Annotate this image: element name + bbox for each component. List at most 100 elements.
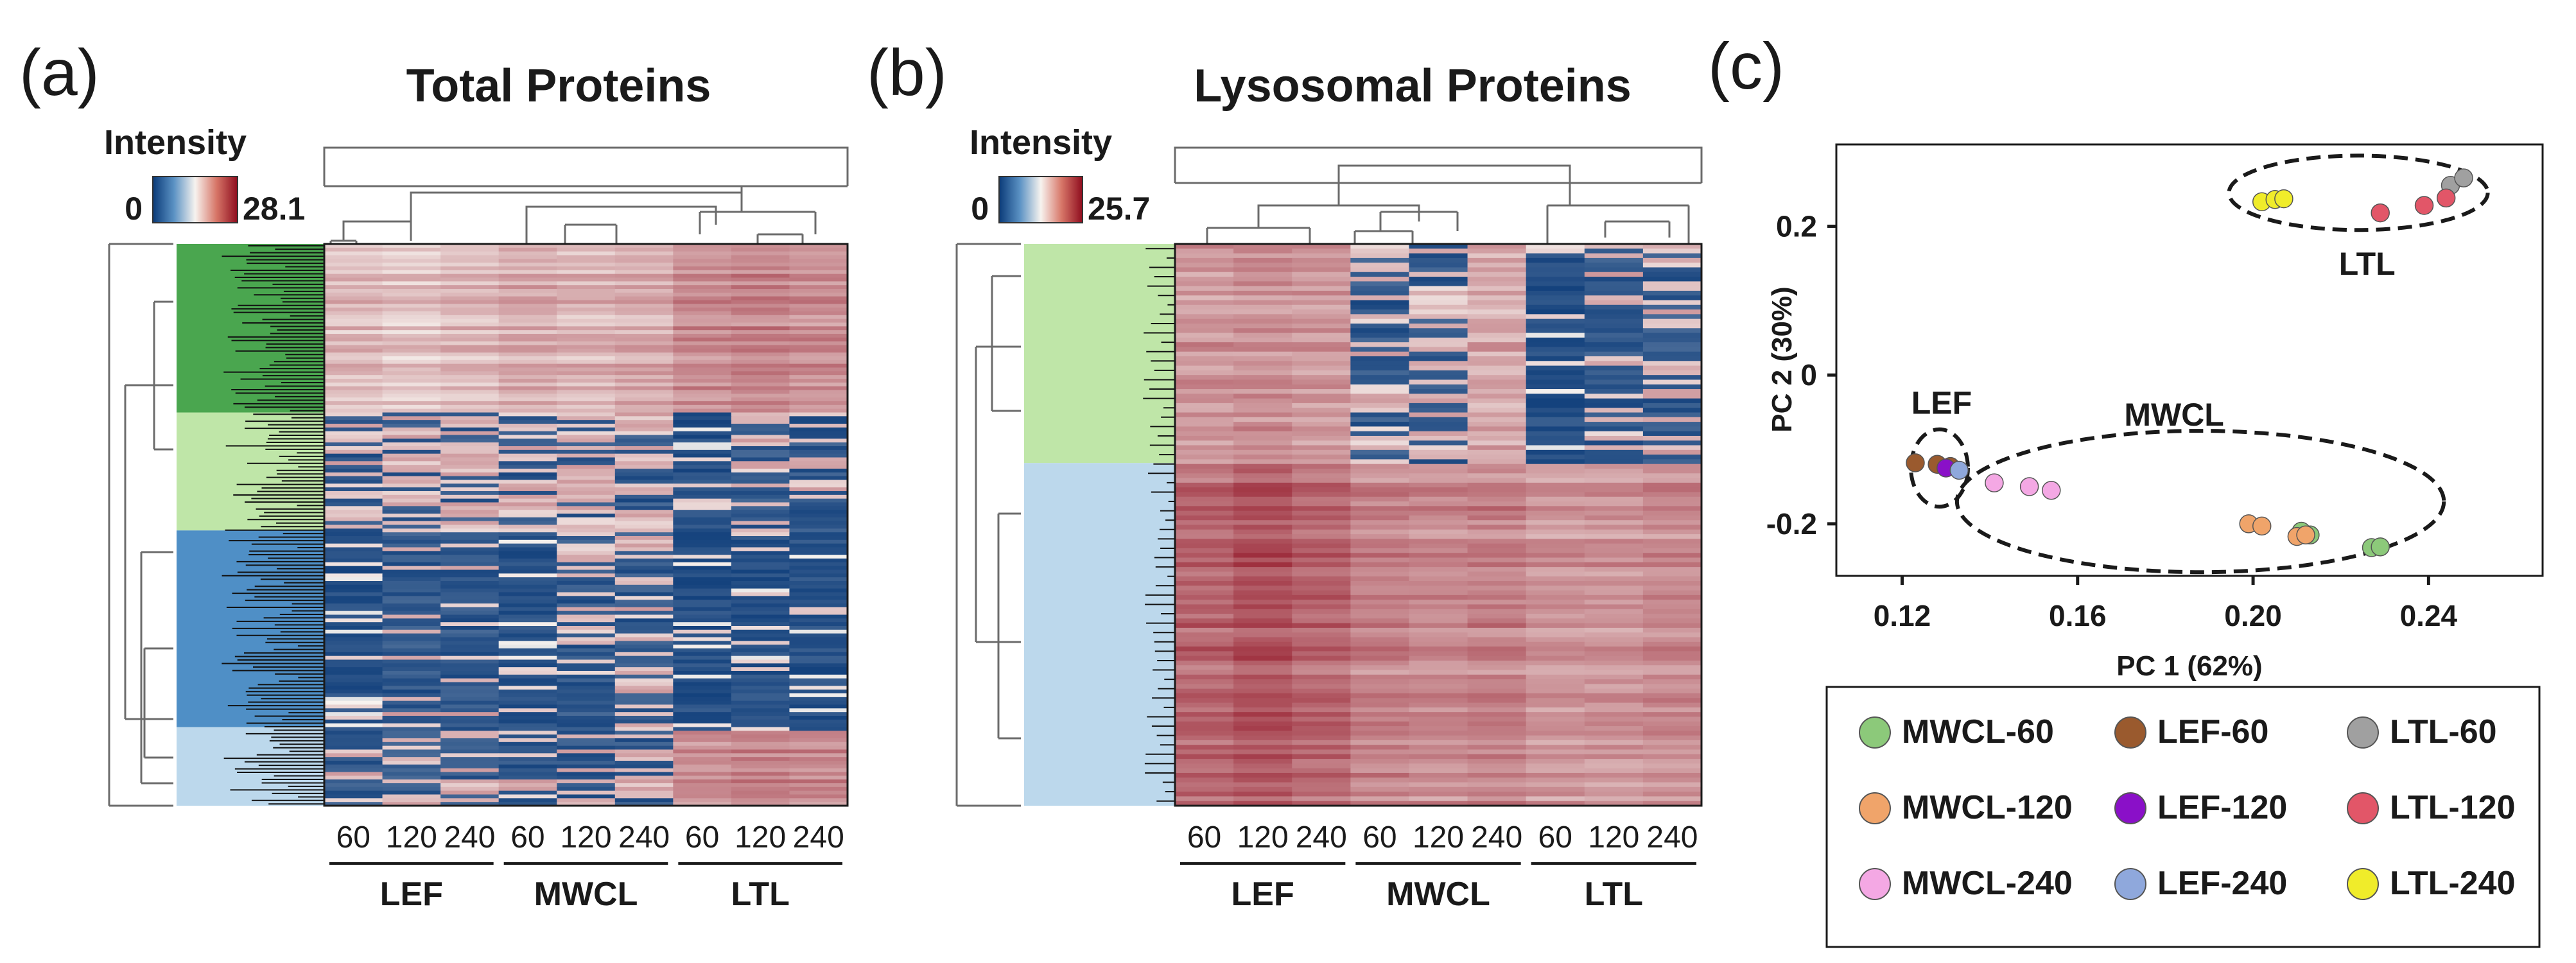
panel-a-heat-cell xyxy=(614,551,674,555)
panel-b-heat-cell xyxy=(1409,548,1468,553)
panel-a-heat-cell xyxy=(498,674,557,679)
panel-a-heat-cell xyxy=(324,461,383,465)
panel-a-heat-cell xyxy=(440,412,500,417)
panel-a-heat-cell xyxy=(614,476,674,481)
panel-a-heat-cell xyxy=(731,326,790,331)
panel-a-heat-cell xyxy=(324,349,383,353)
panel-b-heat-cell xyxy=(1233,248,1292,254)
panel-b-heat-cell xyxy=(1467,403,1527,408)
panel-b-heat-cell xyxy=(1233,539,1292,544)
pca-point-mwcl-60 xyxy=(2371,537,2390,557)
panel-b-heat-cell xyxy=(1292,594,1351,600)
panel-a-heat-cell xyxy=(324,371,383,376)
panel-b-heat-cell xyxy=(1233,487,1292,493)
panel-a-heat-cell xyxy=(731,255,790,259)
panel-a-heat-cell xyxy=(731,292,790,297)
panel-b-heat-cell xyxy=(1584,267,1644,273)
panel-a-heat-cell xyxy=(789,487,848,492)
panel-b-heat-cell xyxy=(1642,314,1702,320)
panel-a-heat-cell xyxy=(498,764,557,769)
panel-a-heat-cell xyxy=(382,360,441,365)
panel-b-heat-cell xyxy=(1584,590,1644,596)
panel-b-heat-cell xyxy=(1350,655,1410,661)
panel-b-heat-cell xyxy=(1350,553,1410,559)
panel-b-heat-cell xyxy=(1292,365,1351,371)
panel-a-heat-cell xyxy=(557,300,616,304)
panel-b-heat-cell xyxy=(1409,520,1468,526)
panel-b-heat-cell xyxy=(1584,759,1644,764)
panel-a-heat-cell xyxy=(557,360,616,365)
panel-b-heat-cell xyxy=(1642,679,1702,685)
panel-a-heat-cell xyxy=(324,483,383,488)
panel-a-heat-cell xyxy=(382,611,441,616)
legend-label-lef-60: LEF-60 xyxy=(2157,713,2268,750)
panel-b-heat-cell xyxy=(1175,435,1234,441)
panel-b-heat-cell xyxy=(1467,576,1527,582)
panel-b-heat-cell xyxy=(1467,506,1527,512)
panel-b-heat-cell xyxy=(1584,754,1644,759)
panel-b-heat-cell xyxy=(1409,459,1468,465)
panel-b-heat-cell xyxy=(1175,431,1234,437)
panel-a-heat-cell xyxy=(789,704,848,709)
panel-b-heat-cell xyxy=(1467,655,1527,661)
panel-b-heat-cell xyxy=(1350,379,1410,385)
panel-a-heat-cell xyxy=(382,345,441,349)
panel-b-heat-cell xyxy=(1292,389,1351,394)
panel-a-heat-cell xyxy=(673,334,732,338)
panel-b-heat-cell xyxy=(1350,394,1410,399)
panel-a-heat-cell xyxy=(673,547,732,551)
panel-a-heat-cell xyxy=(614,764,674,769)
panel-a-heat-cell xyxy=(614,700,674,706)
panel-a-heat-cell xyxy=(324,453,383,458)
panel-a-heat-cell xyxy=(324,652,383,657)
panel-a-heat-cell xyxy=(557,315,616,320)
panel-a-heat-cell xyxy=(498,678,557,683)
panel-a-heat-cell xyxy=(731,786,790,792)
panel-a-heat-cell xyxy=(498,263,557,267)
panel-a-heat-cell xyxy=(557,790,616,795)
panel-b-heat-cell xyxy=(1526,351,1585,357)
panel-b-heat-cell xyxy=(1175,637,1234,643)
panel-b-heat-cell xyxy=(1350,777,1410,783)
panel-a-heat-cell xyxy=(614,641,674,645)
panel-a-heat-cell xyxy=(614,716,674,720)
pca-x-tick-label: 0.12 xyxy=(1874,599,1931,632)
panel-a-heat-cell xyxy=(498,483,557,488)
panel-a-heat-cell xyxy=(498,318,557,324)
panel-b-heat-cell xyxy=(1467,244,1527,249)
panel-b-heat-cell xyxy=(1642,281,1702,287)
panel-a-heat-cell xyxy=(382,700,441,706)
panel-a-heat-cell xyxy=(557,547,616,551)
panel-b-heat-cell xyxy=(1467,469,1527,474)
panel-a-heat-cell xyxy=(731,491,790,496)
panel-a-heat-cell xyxy=(673,573,732,578)
legend-label-ltl-240: LTL-240 xyxy=(2390,865,2516,902)
panel-b-heat-cell xyxy=(1175,768,1234,774)
panel-b-heat-cell xyxy=(1175,257,1234,263)
panel-b-heat-cell xyxy=(1175,646,1234,652)
panel-a-heat-cell xyxy=(731,281,790,286)
panel-b-heat-cell xyxy=(1233,600,1292,605)
panel-a-heat-cell xyxy=(498,584,557,589)
panel-a-heat-cell xyxy=(673,345,732,349)
panel-a-heat-cell xyxy=(731,318,790,324)
panel-a-heat-cell xyxy=(557,555,616,559)
panel-b-heat-cell xyxy=(1467,515,1527,521)
panel-b-heat-cell xyxy=(1584,782,1644,788)
panel-a-heat-cell xyxy=(498,457,557,462)
panel-a-heat-cell xyxy=(382,296,441,301)
panel-a-heat-cell xyxy=(382,659,441,664)
panel-b-heat-cell xyxy=(1350,646,1410,652)
panel-a-heat-cell xyxy=(614,273,674,279)
panel-b-heat-cell xyxy=(1175,777,1234,783)
panel-a-heat-cell xyxy=(673,285,732,290)
panel-a-heat-cell xyxy=(614,757,674,761)
panel-a-heat-cell xyxy=(382,292,441,297)
panel-a-heat-cell xyxy=(789,469,848,473)
panel-a-heat-cell xyxy=(614,491,674,496)
panel-a-heat-cell xyxy=(324,772,383,776)
panel-b-heat-cell xyxy=(1409,417,1468,422)
panel-a-heat-cell xyxy=(498,438,557,443)
panel-b-heat-cell xyxy=(1642,721,1702,727)
